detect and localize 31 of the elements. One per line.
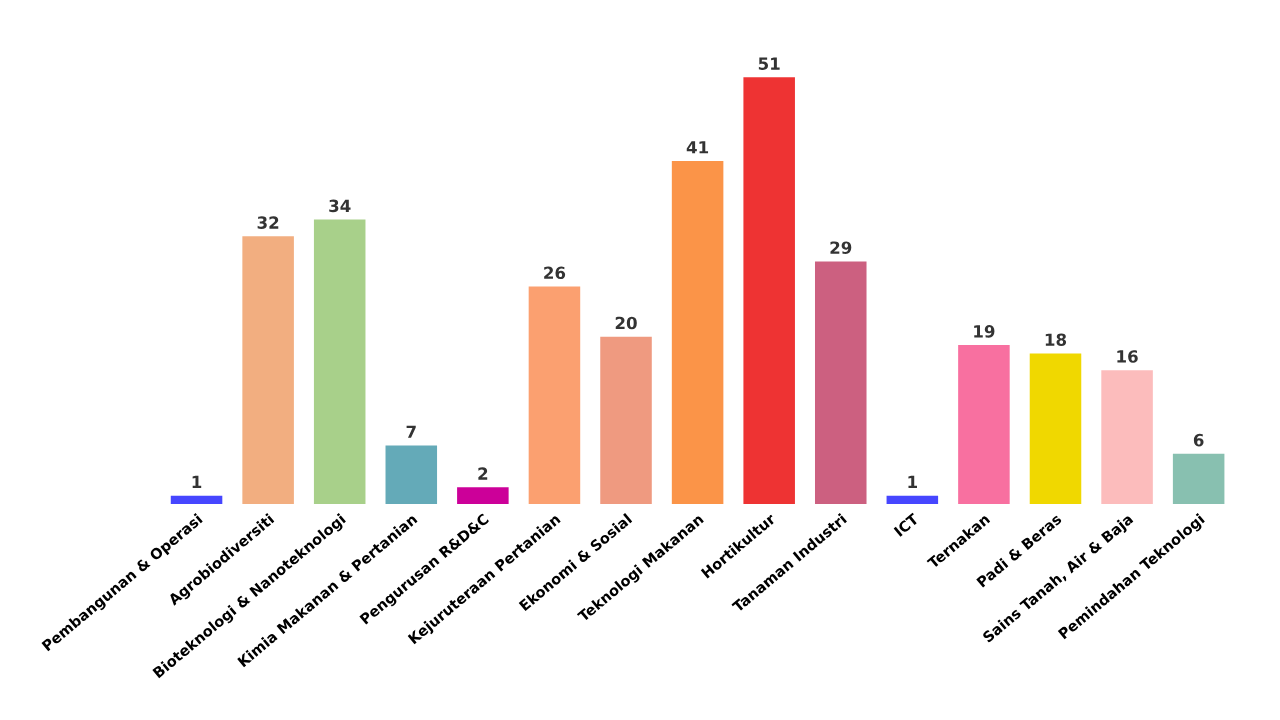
- data-label: 29: [830, 241, 852, 254]
- data-label: 2: [478, 467, 488, 480]
- bar: [170, 495, 223, 504]
- bar: [528, 286, 581, 504]
- bar: [814, 261, 867, 504]
- data-label: 16: [1117, 350, 1138, 363]
- data-label: 41: [686, 141, 709, 154]
- data-label: 1: [908, 475, 917, 488]
- bar: [1172, 453, 1225, 504]
- bar: [886, 495, 939, 504]
- data-label: 26: [544, 266, 566, 280]
- data-label: 19: [974, 325, 995, 338]
- data-label: 34: [329, 199, 351, 213]
- bar: [242, 236, 294, 504]
- bar: [1101, 370, 1153, 504]
- data-label: 51: [758, 57, 780, 70]
- data-label: 32: [257, 216, 279, 229]
- bar: [1029, 353, 1082, 504]
- bar: [457, 487, 509, 504]
- bar: [600, 336, 652, 504]
- bar: [385, 445, 438, 504]
- bar: [743, 77, 795, 504]
- bar: [313, 219, 366, 504]
- data-label: 7: [406, 425, 416, 438]
- data-label: 18: [1045, 333, 1067, 347]
- bar: [671, 160, 724, 504]
- data-label: 6: [1193, 433, 1204, 447]
- data-label: 1: [192, 475, 202, 488]
- data-label: 20: [615, 316, 637, 330]
- x-tick-label: ICT: [893, 512, 920, 537]
- bar: [958, 345, 1010, 504]
